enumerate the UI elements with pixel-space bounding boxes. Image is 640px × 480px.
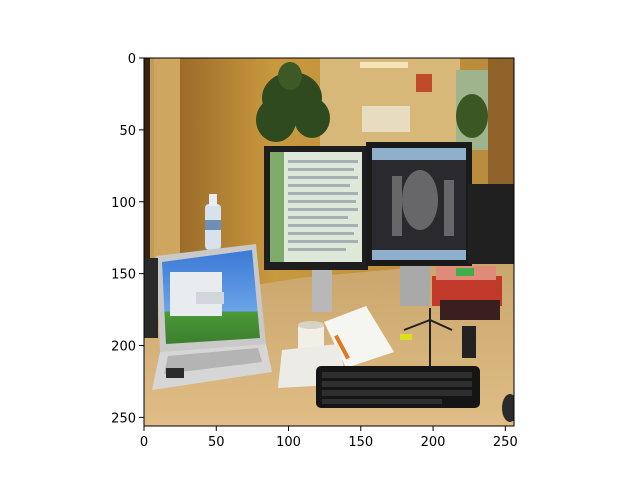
monitor-right	[366, 142, 472, 306]
pillar	[150, 58, 180, 258]
y-tick-label: 0	[128, 52, 136, 67]
wall-poster	[416, 74, 432, 92]
x-tick-label: 0	[140, 435, 148, 450]
y-tick-label: 250	[111, 411, 136, 426]
x-tick-label: 50	[208, 435, 225, 450]
ceiling-light	[360, 62, 408, 68]
monitor-far-left	[144, 258, 158, 338]
mouse	[502, 394, 514, 422]
cables	[403, 308, 453, 372]
x-tick-label: 250	[493, 435, 518, 450]
door-frame	[144, 58, 154, 318]
axes-frame	[143, 57, 515, 427]
y-tick-label: 100	[111, 196, 136, 211]
back-room	[320, 58, 460, 148]
y-tick-label: 200	[111, 340, 136, 355]
desk-clutter-right	[432, 266, 502, 358]
back-cabinet	[362, 106, 410, 132]
keyboard	[316, 366, 480, 408]
x-tick-label: 100	[276, 435, 301, 450]
y-tick-label: 150	[111, 268, 136, 283]
right-wall	[488, 58, 514, 198]
y-tick-label: 50	[119, 124, 136, 139]
x-tick-label: 150	[348, 435, 373, 450]
monitor-left	[264, 146, 368, 312]
water-bottle	[205, 194, 221, 250]
x-tick-label: 200	[421, 435, 446, 450]
laptop	[152, 244, 272, 390]
x-axis: 0 50 100 150 200 250	[140, 426, 518, 450]
y-axis: 0 50 100 150 200 250	[111, 52, 144, 426]
monitor-far-right	[468, 184, 514, 264]
office-photo	[144, 58, 514, 426]
plant	[256, 62, 488, 142]
